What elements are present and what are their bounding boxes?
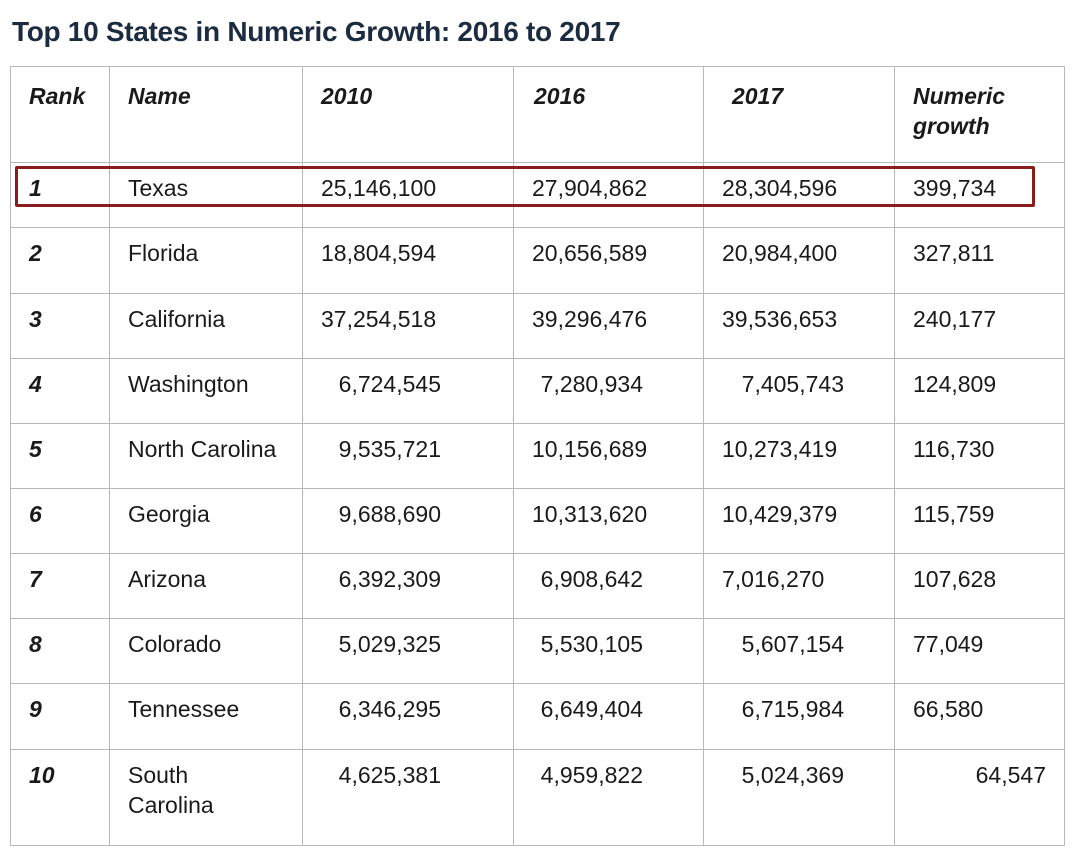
cell-name-line2: Carolina xyxy=(128,791,214,818)
cell-growth: 66,580 xyxy=(894,683,1065,750)
cell-2016: 10,313,620 xyxy=(513,488,704,555)
cell-2016: 39,296,476 xyxy=(513,292,704,359)
cell-rank: 4 xyxy=(10,357,110,424)
header-growth-line2: growth xyxy=(913,113,990,139)
cell-2016: 4,959,822 xyxy=(513,748,704,847)
table-row: 3 California 37,254,518 39,296,476 39,53… xyxy=(10,292,1065,359)
cell-rank: 10 xyxy=(10,748,110,847)
cell-name: North Carolina xyxy=(109,422,303,490)
cell-growth: 327,811 xyxy=(894,227,1065,294)
cell-name: Georgia xyxy=(109,488,303,555)
table-row: 6 Georgia 9,688,690 10,313,620 10,429,37… xyxy=(10,488,1065,555)
cell-name: Tennessee xyxy=(109,683,303,750)
header-numeric-growth: Numeric growth xyxy=(894,65,1065,164)
cell-rank: 8 xyxy=(10,618,110,685)
cell-growth: 399,734 xyxy=(894,162,1065,229)
cell-growth: 116,730 xyxy=(894,422,1065,490)
cell-rank: 3 xyxy=(10,292,110,359)
cell-2017: 20,984,400 xyxy=(703,227,895,294)
cell-growth: 115,759 xyxy=(894,488,1065,555)
header-2017: 2017 xyxy=(703,65,895,164)
cell-rank: 9 xyxy=(10,683,110,750)
cell-2016: 5,530,105 xyxy=(513,618,704,685)
cell-2016: 10,156,689 xyxy=(513,422,704,490)
cell-name-line1: South xyxy=(128,761,189,788)
page-title: Top 10 States in Numeric Growth: 2016 to… xyxy=(12,16,621,47)
table-row: 10 South Carolina 4,625,381 4,959,822 5,… xyxy=(10,748,1065,847)
cell-name: Arizona xyxy=(109,553,303,620)
cell-name: Florida xyxy=(109,227,303,294)
cell-rank: 2 xyxy=(10,227,110,294)
header-name: Name xyxy=(109,65,303,164)
cell-2016: 6,908,642 xyxy=(513,553,704,620)
header-2010: 2010 xyxy=(302,65,514,164)
cell-2010: 6,392,309 xyxy=(302,553,514,620)
cell-2010: 37,254,518 xyxy=(302,292,514,359)
cell-2017: 5,024,369 xyxy=(703,748,895,847)
cell-2010: 18,804,594 xyxy=(302,227,514,294)
cell-name: Colorado xyxy=(109,618,303,685)
cell-2016: 20,656,589 xyxy=(513,227,704,294)
table-row: 1 Texas 25,146,100 27,904,862 28,304,596… xyxy=(10,162,1065,229)
cell-2017: 10,429,379 xyxy=(703,488,895,555)
cell-2010: 6,724,545 xyxy=(302,357,514,424)
cell-2016: 27,904,862 xyxy=(513,162,704,229)
header-rank: Rank xyxy=(10,65,110,164)
cell-name: South Carolina xyxy=(109,748,303,847)
cell-2017: 7,016,270 xyxy=(703,553,895,620)
table-row: 4 Washington 6,724,545 7,280,934 7,405,7… xyxy=(10,357,1065,424)
cell-growth: 77,049 xyxy=(894,618,1065,685)
table-header-row: Rank Name 2010 2016 2017 Numeric growth xyxy=(10,65,1065,164)
table-row: 7 Arizona 6,392,309 6,908,642 7,016,270 … xyxy=(10,553,1065,620)
cell-2017: 5,607,154 xyxy=(703,618,895,685)
cell-rank: 1 xyxy=(10,162,110,229)
cell-2017: 6,715,984 xyxy=(703,683,895,750)
cell-rank: 7 xyxy=(10,553,110,620)
cell-2016: 7,280,934 xyxy=(513,357,704,424)
cell-2016: 6,649,404 xyxy=(513,683,704,750)
cell-rank: 6 xyxy=(10,488,110,555)
cell-growth: 64,547 xyxy=(894,748,1065,847)
header-growth-line1: Numeric xyxy=(913,83,1006,109)
cell-2010: 6,346,295 xyxy=(302,683,514,750)
cell-growth: 240,177 xyxy=(894,292,1065,359)
cell-2010: 9,535,721 xyxy=(302,422,514,490)
table-row: 8 Colorado 5,029,325 5,530,105 5,607,154… xyxy=(10,618,1065,685)
table-row: 9 Tennessee 6,346,295 6,649,404 6,715,98… xyxy=(10,683,1065,750)
cell-2017: 10,273,419 xyxy=(703,422,895,490)
cell-name: California xyxy=(109,292,303,359)
table-row: 5 North Carolina 9,535,721 10,156,689 10… xyxy=(10,422,1065,490)
cell-2017: 28,304,596 xyxy=(703,162,895,229)
cell-growth: 107,628 xyxy=(894,553,1065,620)
cell-2017: 39,536,653 xyxy=(703,292,895,359)
cell-2017: 7,405,743 xyxy=(703,357,895,424)
cell-rank: 5 xyxy=(10,422,110,490)
cell-2010: 25,146,100 xyxy=(302,162,514,229)
cell-2010: 5,029,325 xyxy=(302,618,514,685)
states-growth-table: Rank Name 2010 2016 2017 Numeric growth … xyxy=(10,65,1065,847)
cell-2010: 4,625,381 xyxy=(302,748,514,847)
cell-name: Texas xyxy=(109,162,303,229)
cell-growth: 124,809 xyxy=(894,357,1065,424)
cell-name: Washington xyxy=(109,357,303,424)
cell-2010: 9,688,690 xyxy=(302,488,514,555)
header-2016: 2016 xyxy=(513,65,704,164)
table-row: 2 Florida 18,804,594 20,656,589 20,984,4… xyxy=(10,227,1065,294)
